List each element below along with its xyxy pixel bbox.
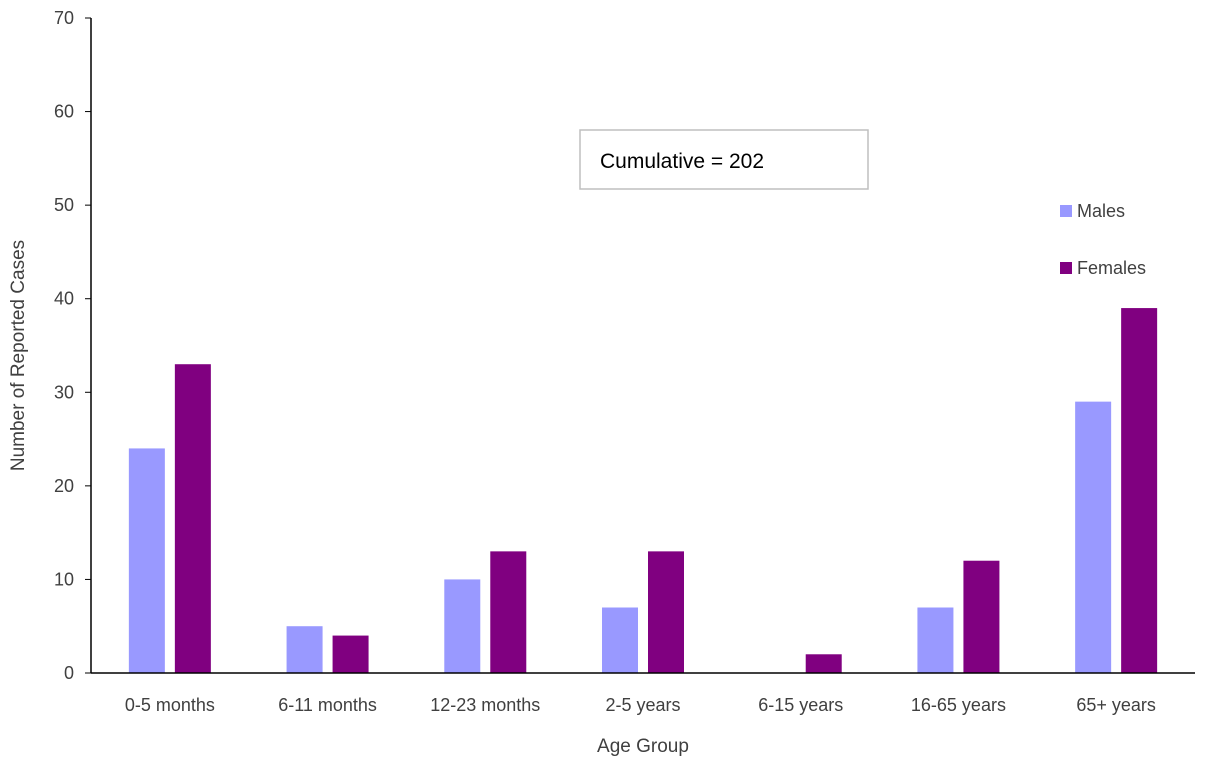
- x-tick-label: 2-5 years: [605, 695, 680, 715]
- y-axis-ticks: 0 10 20 30 40 50 60 70: [54, 8, 91, 683]
- annotation-box: Cumulative = 202: [579, 129, 869, 190]
- bar-females-4: [648, 551, 684, 673]
- bar-males-7: [1075, 401, 1112, 673]
- bar-males-1: [128, 448, 165, 673]
- x-tick-label: 6-11 months: [278, 695, 377, 715]
- y-tick-label: 20: [54, 476, 74, 496]
- bar-males-2: [286, 626, 323, 673]
- x-tick-label: 6-15 years: [758, 695, 843, 715]
- annotation-border: [579, 129, 869, 190]
- y-axis-title: Number of Reported Cases: [8, 240, 29, 471]
- y-tick-label: 40: [54, 289, 74, 309]
- annotation-text: Cumulative = 202: [600, 150, 764, 173]
- bar-females-7: [1121, 308, 1158, 673]
- y-tick-label: 70: [54, 8, 74, 28]
- bar-females-2: [332, 635, 369, 673]
- bar-males-6: [917, 607, 954, 673]
- x-tick-label: 0-5 months: [125, 695, 215, 715]
- y-tick-label: 60: [54, 102, 74, 122]
- y-tick-label: 50: [54, 195, 74, 215]
- y-tick-label: 30: [54, 382, 74, 402]
- x-axis-title: Age Group: [597, 736, 689, 757]
- legend-swatch-females: [1060, 262, 1072, 274]
- bars: [128, 308, 1158, 673]
- legend-label-males: Males: [1077, 201, 1125, 221]
- legend: Males Females: [1060, 201, 1146, 278]
- bar-females-1: [174, 364, 211, 673]
- bar-males-3: [444, 579, 481, 673]
- y-tick-label: 0: [64, 663, 74, 683]
- bar-females-5: [805, 654, 842, 673]
- x-tick-label: 16-65 years: [911, 695, 1006, 715]
- x-tick-label: 12-23 months: [430, 695, 540, 715]
- legend-label-females: Females: [1077, 258, 1146, 278]
- legend-swatch-males: [1060, 205, 1072, 217]
- x-tick-label: 65+ years: [1076, 695, 1156, 715]
- bar-females-6: [963, 560, 1000, 673]
- y-tick-label: 10: [54, 569, 74, 589]
- bar-females-3: [490, 551, 527, 673]
- bar-males-4: [602, 607, 638, 673]
- x-axis-tick-labels: 0-5 months 6-11 months 12-23 months 2-5 yea…: [125, 695, 1156, 715]
